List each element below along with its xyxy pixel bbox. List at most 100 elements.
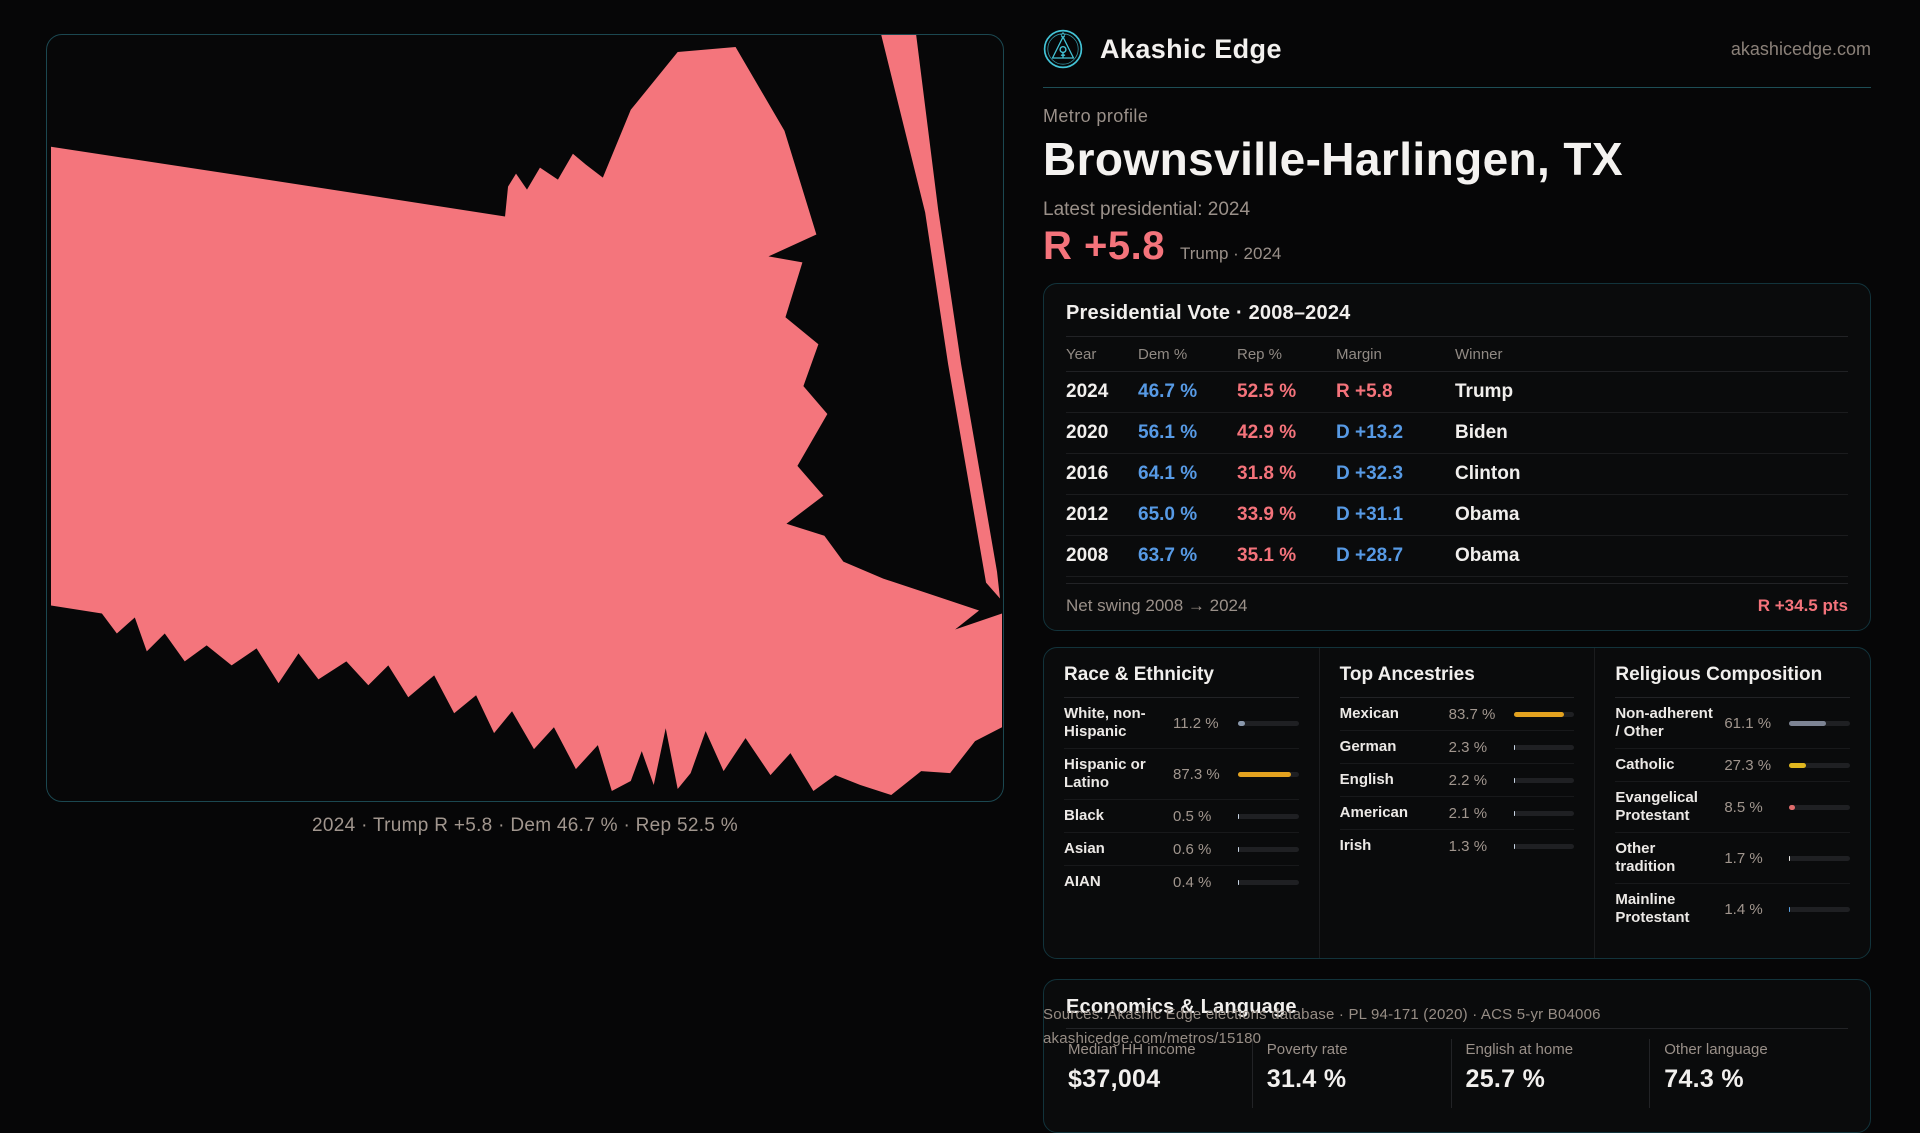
col-header-rep: Rep %	[1237, 337, 1336, 372]
stat-label: Poverty rate	[1267, 1041, 1451, 1058]
dem-cell: 63.7 %	[1138, 536, 1237, 577]
item-bar-fill	[1514, 778, 1515, 783]
item-bar	[1514, 811, 1575, 816]
item-value: 1.7 %	[1724, 850, 1780, 867]
header-divider	[1043, 87, 1871, 88]
profile-panel: Akashic Edge akashicedge.com Metro profi…	[1043, 26, 1871, 1133]
vote-card-title: Presidential Vote · 2008–2024	[1066, 302, 1848, 325]
item-bar	[1789, 907, 1850, 912]
religion-section: Religious Composition Non-adherent / Oth…	[1594, 648, 1870, 958]
brand-name: Akashic Edge	[1100, 34, 1282, 65]
list-item: American 2.1 %	[1340, 797, 1575, 830]
margin-cell: D +28.7	[1336, 536, 1455, 577]
stat-other-language: Other language 74.3 %	[1649, 1039, 1848, 1108]
item-bar	[1514, 778, 1575, 783]
rep-cell: 52.5 %	[1237, 372, 1336, 413]
item-label: Mainline Protestant	[1615, 891, 1715, 927]
item-bar	[1238, 772, 1299, 777]
list-item: Irish 1.3 %	[1340, 830, 1575, 862]
margin-cell: D +13.2	[1336, 413, 1455, 454]
item-bar	[1238, 721, 1299, 726]
item-label: Catholic	[1615, 756, 1715, 774]
margin-cell: D +32.3	[1336, 454, 1455, 495]
item-value: 1.4 %	[1724, 901, 1780, 918]
margin-cell: D +31.1	[1336, 495, 1455, 536]
item-bar	[1238, 814, 1299, 819]
section-title: Religious Composition	[1615, 664, 1850, 698]
winner-cell: Clinton	[1455, 454, 1848, 495]
item-label: German	[1340, 738, 1440, 756]
rep-cell: 42.9 %	[1237, 413, 1336, 454]
item-bar	[1789, 856, 1850, 861]
dem-cell: 56.1 %	[1138, 413, 1237, 454]
table-row: 2008 63.7 % 35.1 % D +28.7 Obama	[1066, 536, 1848, 577]
year-cell: 2008	[1066, 536, 1138, 577]
net-swing-row: Net swing 2008 → 2024 R +34.5 pts	[1066, 583, 1848, 616]
list-item: Catholic 27.3 %	[1615, 749, 1850, 782]
winner-cell: Trump	[1455, 372, 1848, 413]
page-kicker: Metro profile	[1043, 106, 1871, 127]
map-caption: 2024 · Trump R +5.8 · Dem 46.7 % · Rep 5…	[46, 815, 1004, 837]
list-item: Non-adherent / Other 61.1 %	[1615, 698, 1850, 749]
demographics-card: Race & Ethnicity White, non-Hispanic 11.…	[1043, 647, 1871, 959]
list-item: Other tradition 1.7 %	[1615, 833, 1850, 884]
item-bar-fill	[1514, 745, 1515, 750]
table-row: 2016 64.1 % 31.8 % D +32.3 Clinton	[1066, 454, 1848, 495]
year-cell: 2020	[1066, 413, 1138, 454]
race-ethnicity-section: Race & Ethnicity White, non-Hispanic 11.…	[1044, 648, 1319, 958]
col-header-dem: Dem %	[1138, 337, 1237, 372]
permalink[interactable]: akashicedge.com/metros/15180	[1043, 1030, 1261, 1047]
vote-table: Year Dem % Rep % Margin Winner 2024 46.7…	[1066, 337, 1848, 577]
list-item: Mainline Protestant 1.4 %	[1615, 884, 1850, 934]
headline-margin-value: R +5.8	[1043, 224, 1165, 269]
akashic-edge-logo-icon	[1043, 29, 1083, 69]
item-value: 2.3 %	[1449, 739, 1505, 756]
item-label: English	[1340, 771, 1440, 789]
stat-english-at-home: English at home 25.7 %	[1451, 1039, 1650, 1108]
page-title: Brownsville-Harlingen, TX	[1043, 132, 1871, 186]
item-label: Irish	[1340, 837, 1440, 855]
site-header: Akashic Edge akashicedge.com	[1043, 26, 1871, 72]
section-title: Top Ancestries	[1340, 664, 1575, 698]
winner-cell: Obama	[1455, 495, 1848, 536]
item-bar	[1789, 721, 1850, 726]
net-swing-label: Net swing 2008 → 2024	[1066, 596, 1247, 616]
item-bar-fill	[1789, 721, 1826, 726]
list-item: AIAN 0.4 %	[1064, 866, 1299, 898]
item-label: Other tradition	[1615, 840, 1715, 876]
stat-poverty-rate: Poverty rate 31.4 %	[1252, 1039, 1451, 1108]
barrier-island-shape	[881, 35, 1000, 599]
year-cell: 2024	[1066, 372, 1138, 413]
item-label: Evangelical Protestant	[1615, 789, 1715, 825]
list-item: Asian 0.6 %	[1064, 833, 1299, 866]
item-label: Non-adherent / Other	[1615, 705, 1715, 741]
item-bar-fill	[1789, 805, 1794, 810]
net-swing-value: R +34.5 pts	[1758, 596, 1848, 616]
col-header-margin: Margin	[1336, 337, 1455, 372]
table-row: 2012 65.0 % 33.9 % D +31.1 Obama	[1066, 495, 1848, 536]
list-item: Evangelical Protestant 8.5 %	[1615, 782, 1850, 833]
list-item: German 2.3 %	[1340, 731, 1575, 764]
metro-map-panel	[46, 34, 1004, 802]
item-value: 83.7 %	[1449, 706, 1505, 723]
item-bar-fill	[1514, 844, 1515, 849]
item-label: American	[1340, 804, 1440, 822]
item-value: 0.5 %	[1173, 808, 1229, 825]
margin-cell: R +5.8	[1336, 372, 1455, 413]
item-value: 0.4 %	[1173, 874, 1229, 891]
site-domain-link[interactable]: akashicedge.com	[1731, 39, 1871, 60]
economics-stats-row: Median HH income $37,004 Poverty rate 31…	[1066, 1039, 1848, 1108]
item-value: 87.3 %	[1173, 766, 1229, 783]
item-bar	[1789, 805, 1850, 810]
item-value: 27.3 %	[1724, 757, 1780, 774]
item-bar	[1514, 745, 1575, 750]
year-cell: 2016	[1066, 454, 1138, 495]
section-title: Race & Ethnicity	[1064, 664, 1299, 698]
winner-cell: Biden	[1455, 413, 1848, 454]
year-cell: 2012	[1066, 495, 1138, 536]
latest-election-label: Latest presidential: 2024	[1043, 199, 1871, 221]
rep-cell: 35.1 %	[1237, 536, 1336, 577]
list-item: English 2.2 %	[1340, 764, 1575, 797]
rep-cell: 31.8 %	[1237, 454, 1336, 495]
item-value: 0.6 %	[1173, 841, 1229, 858]
